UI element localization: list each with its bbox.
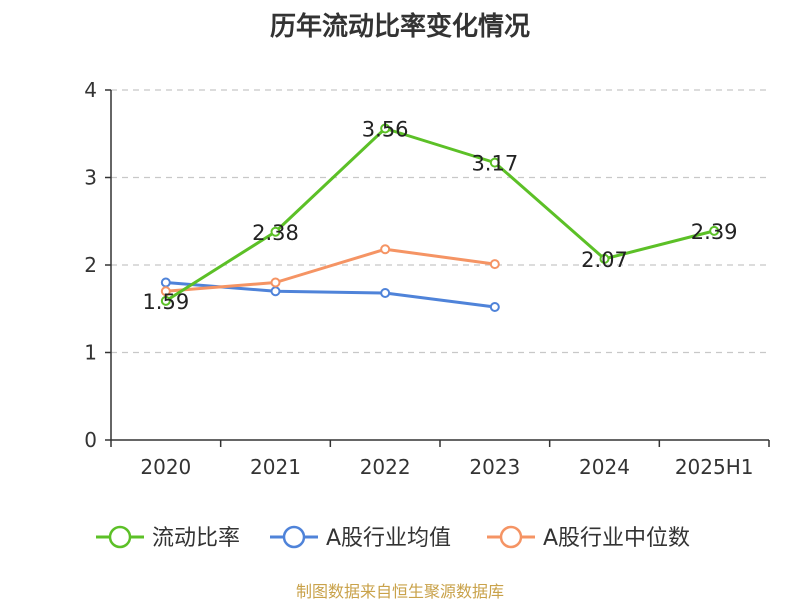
y-tick-label: 0 — [84, 428, 97, 452]
data-point[interactable] — [489, 157, 500, 168]
x-tick-label: 2024 — [579, 455, 630, 479]
source-note: 制图数据来自恒生聚源数据库 — [295, 582, 504, 601]
y-tick-label: 4 — [84, 78, 97, 102]
axes: 0 1 2 3 4 2020 2021 2022 2023 2024 2025H1 — [84, 78, 770, 479]
data-point[interactable] — [270, 277, 281, 288]
legend-label: 流动比率 — [152, 526, 240, 551]
data-label: 3.17 — [471, 152, 518, 176]
data-point[interactable] — [380, 288, 391, 298]
data-label: 3.56 — [362, 118, 409, 142]
legend-marker-icon — [499, 525, 523, 549]
legend[interactable]: 流动比率 A股行业均值 A股行业中位数 — [96, 525, 690, 551]
x-tick-label: 2021 — [250, 455, 301, 479]
legend-item[interactable]: 流动比率 — [96, 525, 240, 551]
legend-label: A股行业均值 — [326, 526, 451, 551]
legend-item[interactable]: A股行业中位数 — [487, 525, 690, 551]
legend-marker-icon — [282, 525, 306, 549]
data-label: 2.39 — [691, 220, 738, 244]
chart-title: 历年流动比率变化情况 — [269, 12, 530, 42]
y-tick-label: 3 — [84, 166, 97, 190]
data-point[interactable] — [160, 277, 171, 288]
series-lines — [160, 123, 720, 312]
data-point[interactable] — [489, 302, 500, 312]
x-tick-label: 2020 — [140, 455, 191, 479]
data-label: 2.38 — [252, 221, 299, 245]
data-point[interactable] — [160, 286, 171, 297]
data-point[interactable] — [709, 225, 720, 236]
data-label: 2.07 — [581, 248, 628, 272]
data-labels: 1.59 2.38 3.56 3.17 2.07 2.39 — [142, 118, 737, 314]
series-line — [165, 247, 496, 293]
data-label: 1.59 — [142, 290, 189, 314]
y-tick-label: 2 — [84, 253, 97, 277]
x-tick-label: 2022 — [360, 455, 411, 479]
data-point[interactable] — [380, 244, 391, 255]
legend-item[interactable]: A股行业均值 — [270, 525, 451, 551]
x-tick-label: 2025H1 — [675, 455, 754, 479]
legend-label: A股行业中位数 — [543, 526, 690, 551]
data-point[interactable] — [489, 259, 500, 270]
y-tick-label: 1 — [84, 341, 97, 365]
x-tick-label: 2023 — [469, 455, 520, 479]
data-point[interactable] — [270, 286, 281, 297]
legend-marker-icon — [108, 525, 132, 549]
data-point[interactable] — [270, 226, 281, 237]
data-point[interactable] — [160, 295, 171, 306]
series-line — [165, 127, 715, 303]
data-point[interactable] — [380, 123, 391, 134]
data-point[interactable] — [599, 253, 610, 264]
gridlines — [111, 89, 769, 354]
